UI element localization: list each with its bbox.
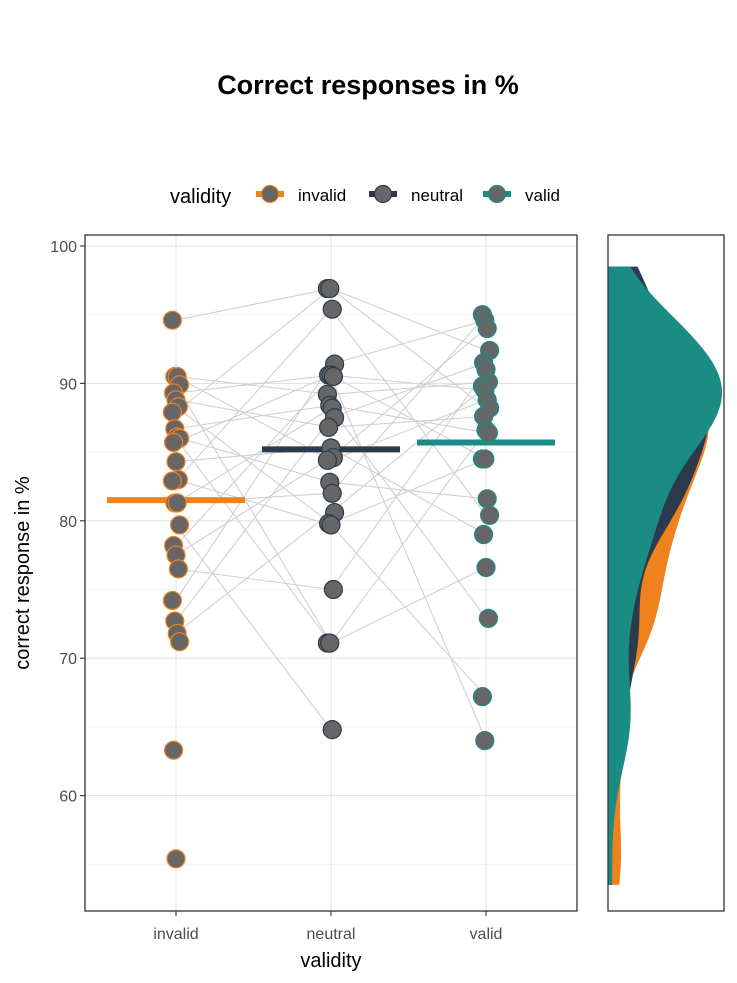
connector-line: [175, 375, 332, 395]
connector-line: [330, 415, 487, 428]
data-point-invalid: [164, 740, 184, 760]
connector-line: [330, 567, 487, 644]
data-point-neutral: [323, 579, 343, 600]
data-point-invalid: [164, 432, 184, 453]
x-tick-label: valid: [470, 926, 503, 943]
connector-line: [175, 524, 332, 730]
connector-line: [330, 404, 487, 434]
connector-line: [330, 376, 487, 741]
data-point-neutral: [317, 450, 337, 470]
density-panel: [607, 234, 725, 912]
connector-line: [175, 438, 332, 644]
connector-line: [175, 512, 332, 634]
data-point-valid: [474, 524, 494, 545]
connector-line: [175, 374, 332, 394]
legend-label: valid: [525, 186, 560, 205]
connector-line: [330, 314, 487, 494]
data-point-valid: [472, 687, 492, 707]
connector-line: [175, 288, 332, 321]
data-point-neutral: [320, 633, 340, 653]
legend-item-neutral: neutral: [369, 184, 463, 205]
density-valid: [608, 266, 722, 885]
data-point-neutral: [321, 515, 341, 535]
connector-line: [175, 288, 332, 413]
y-tick-label: 90: [59, 376, 77, 393]
connector-line: [330, 369, 487, 590]
x-tick-label: invalid: [153, 926, 198, 943]
data-point-invalid: [168, 559, 188, 579]
data-point-valid: [478, 608, 498, 628]
data-point-neutral: [319, 417, 339, 437]
data-point-invalid: [170, 515, 190, 535]
connector-line: [175, 457, 332, 556]
connector-line: [175, 376, 332, 546]
connector-line: [175, 384, 332, 644]
main-plot-panel: 60 70 80 90 100 invalid neutral valid: [50, 234, 578, 943]
data-point-invalid: [162, 471, 182, 491]
connector-line: [175, 363, 332, 601]
legend-title: validity: [170, 186, 231, 208]
legend-key-point: [373, 184, 393, 204]
data-point-valid: [477, 318, 497, 339]
data-point-invalid: [170, 632, 190, 652]
y-tick-label: 70: [59, 651, 77, 668]
data-point-valid: [480, 505, 500, 525]
data-points: [162, 278, 500, 869]
connector-line: [175, 374, 332, 443]
y-tick-label: 100: [50, 239, 77, 256]
x-tick-label: neutral: [307, 926, 356, 943]
connector-line: [175, 399, 332, 428]
data-point-invalid: [167, 493, 187, 513]
connector-line: [175, 406, 332, 524]
connector-line: [330, 381, 487, 395]
connector-line: [330, 374, 487, 391]
data-point-invalid: [162, 402, 182, 422]
data-point-valid: [478, 423, 498, 443]
data-point-neutral: [322, 720, 342, 740]
connector-line: [330, 319, 487, 365]
data-point-neutral: [320, 278, 340, 299]
data-point-invalid: [162, 590, 182, 611]
connector-line: [330, 362, 487, 419]
connector-line: [330, 328, 487, 459]
legend-label: neutral: [411, 186, 463, 205]
data-point-neutral: [323, 366, 343, 387]
data-point-neutral: [322, 299, 342, 319]
data-point-valid: [475, 449, 495, 469]
density-panel-border: [607, 234, 725, 912]
chart-title: Correct responses in %: [217, 70, 519, 100]
data-point-invalid: [166, 452, 186, 472]
legend: validity invalid neutral valid: [170, 184, 560, 208]
data-point-invalid: [166, 849, 186, 869]
legend-item-invalid: invalid: [256, 184, 346, 205]
connector-line: [330, 288, 487, 351]
connector-line: [330, 407, 487, 619]
data-point-valid: [477, 489, 497, 509]
data-point-invalid: [162, 310, 182, 330]
connector-line: [330, 458, 487, 525]
legend-item-valid: valid: [483, 184, 560, 205]
connector-line: [175, 436, 332, 483]
y-tick-label: 80: [59, 514, 77, 531]
y-axis-title: correct response in %: [12, 476, 34, 670]
connector-line: [175, 407, 332, 504]
connector-line: [175, 568, 332, 591]
connector-line: [175, 404, 332, 430]
connector-line: [330, 429, 487, 644]
legend-key-point: [487, 184, 507, 204]
y-tick-label: 60: [59, 789, 77, 806]
connector-line: [330, 308, 487, 516]
legend-label: invalid: [298, 186, 346, 205]
legend-key-point: [260, 184, 280, 204]
data-point-valid: [475, 731, 495, 751]
connector-line: [175, 308, 332, 482]
x-axis-title: validity: [300, 950, 361, 972]
connector-line: [330, 481, 487, 500]
data-point-neutral: [322, 483, 342, 503]
data-point-valid: [476, 557, 496, 578]
